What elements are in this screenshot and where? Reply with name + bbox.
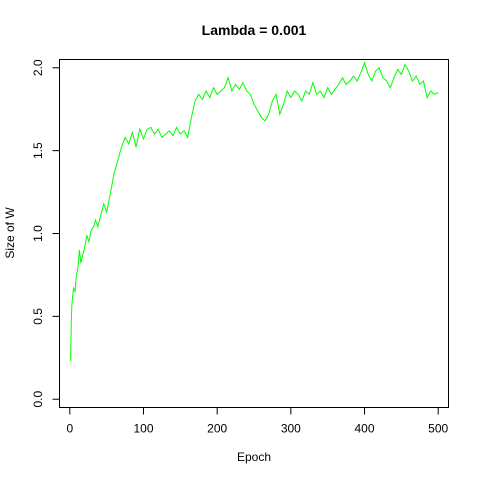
x-axis: 0 100 200 300 400 500 [66, 407, 449, 436]
y-axis-title: Size of W [3, 207, 17, 259]
x-tick-label: 0 [66, 422, 73, 436]
y-axis: 0.0 0.5 1.0 1.5 2.0 [31, 59, 60, 408]
y-tick-label: 2.0 [31, 59, 45, 76]
y-tick-label: 1.5 [31, 142, 45, 159]
y-tick-label: 0.0 [31, 391, 45, 408]
x-tick-label: 400 [354, 422, 374, 436]
y-tick-label: 1.0 [31, 225, 45, 242]
x-tick-label: 500 [428, 422, 448, 436]
series-line [70, 61, 439, 362]
chart-title: Lambda = 0.001 [202, 22, 307, 38]
plot-box [59, 59, 449, 408]
x-tick-label: 300 [281, 422, 301, 436]
x-tick-label: 200 [207, 422, 227, 436]
y-tick-label: 0.5 [31, 308, 45, 325]
x-tick-label: 100 [133, 422, 153, 436]
x-axis-title: Epoch [237, 450, 271, 464]
